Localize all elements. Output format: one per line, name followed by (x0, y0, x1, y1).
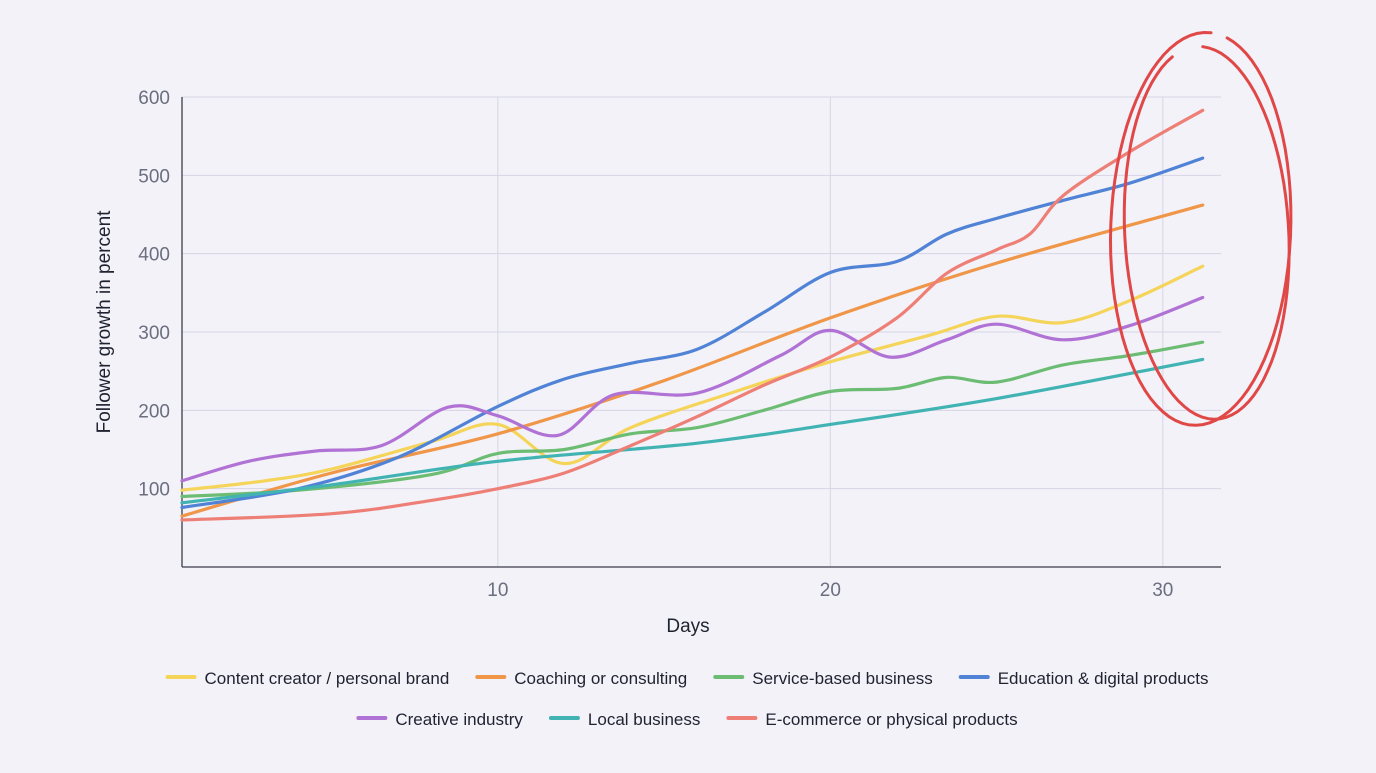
legend-item: Local business (548, 710, 700, 729)
legend-label: Coaching or consulting (514, 669, 687, 688)
y-tick-label: 400 (138, 245, 170, 266)
legend-item: Content creator / personal brand (165, 669, 450, 688)
legend-item: Creative industry (356, 710, 523, 729)
series-line-local-business (180, 357, 1205, 505)
y-tick-label: 500 (138, 166, 170, 187)
y-tick-label: 200 (138, 401, 170, 422)
grid (182, 96, 1221, 567)
highlight-annotation (1108, 30, 1293, 427)
x-tick-label: 10 (487, 580, 508, 601)
series-line-education-digital-products (180, 156, 1205, 510)
series-line-coaching-or-consulting (180, 203, 1205, 518)
highlight-stroke-outer (1108, 30, 1293, 427)
legend-item: Education & digital products (958, 669, 1209, 688)
legend-label: E-commerce or physical products (765, 710, 1017, 729)
y-tick-label: 100 (138, 480, 170, 501)
legend-item: Service-based business (713, 669, 933, 688)
legend-label: Service-based business (752, 669, 932, 688)
series-line-service-based-business (180, 340, 1205, 499)
legend-label: Content creator / personal brand (205, 669, 450, 688)
series-line-creative-industry (180, 295, 1205, 483)
legend: Content creator / personal brand Coaching… (165, 669, 1209, 729)
y-axis-title: Follower growth in percent (94, 210, 115, 434)
x-tick-label: 20 (820, 580, 841, 601)
highlight-stroke-inner (1122, 45, 1291, 421)
x-tick-label: 30 (1152, 580, 1173, 601)
legend-item: Coaching or consulting (475, 669, 687, 688)
legend-item: E-commerce or physical products (726, 710, 1018, 729)
series-line-content-creator-personal-brand (180, 264, 1205, 492)
legend-label: Creative industry (395, 710, 523, 729)
series-lines (180, 108, 1205, 522)
y-tick-label: 600 (138, 88, 170, 109)
tick-labels: 100 200 300 400 500 600 10 20 30 (138, 88, 1173, 601)
y-tick-label: 300 (138, 323, 170, 344)
series-line-e-commerce-or-physical-products (180, 108, 1205, 522)
legend-label: Education & digital products (998, 669, 1209, 688)
x-axis-title: Days (666, 616, 709, 637)
legend-label: Local business (588, 710, 700, 729)
